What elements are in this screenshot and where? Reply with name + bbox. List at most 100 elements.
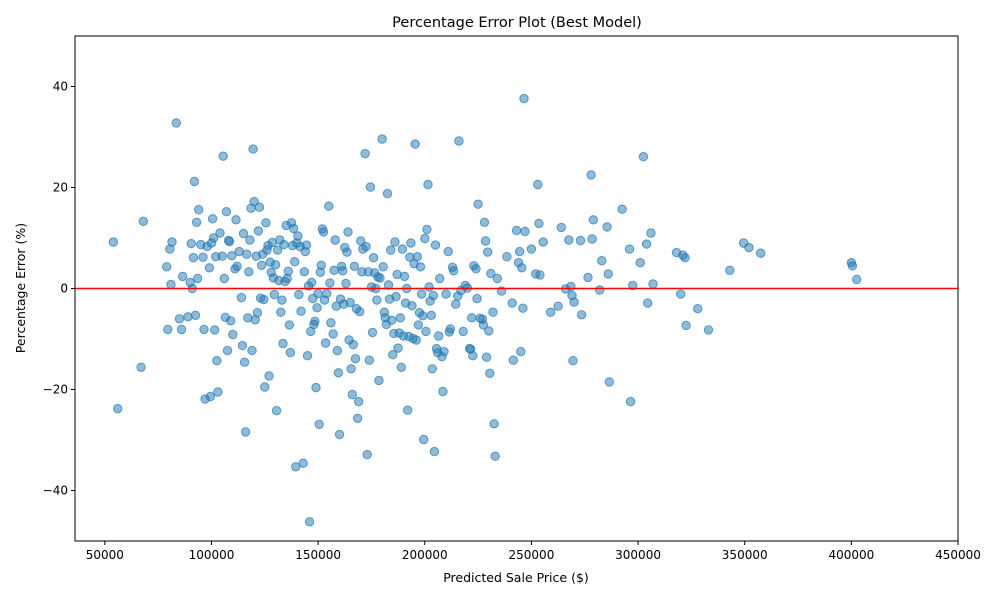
- data-point: [486, 268, 496, 279]
- data-point: [138, 216, 149, 227]
- data-point: [421, 326, 431, 337]
- data-point: [445, 324, 456, 334]
- data-point: [192, 273, 203, 284]
- data-point: [418, 311, 428, 321]
- data-point: [439, 346, 449, 357]
- data-point: [538, 237, 548, 247]
- data-point: [480, 236, 491, 246]
- data-point: [390, 237, 400, 247]
- data-point: [186, 238, 196, 249]
- data-point: [279, 239, 289, 250]
- data-point: [222, 345, 233, 356]
- data-point: [221, 207, 232, 217]
- data-point: [489, 419, 499, 429]
- data-point: [276, 307, 286, 317]
- data-point: [362, 449, 372, 460]
- data-point: [681, 320, 691, 331]
- data-point: [314, 419, 324, 429]
- data-point: [575, 235, 586, 246]
- data-point: [324, 201, 334, 211]
- data-point: [264, 371, 274, 381]
- data-point: [703, 325, 714, 335]
- data-point: [333, 368, 344, 378]
- data-point: [847, 261, 858, 271]
- data-point: [604, 377, 614, 387]
- data-point: [278, 338, 288, 349]
- data-point: [284, 320, 295, 330]
- y-tick-label: −20: [43, 383, 68, 397]
- data-point: [638, 152, 649, 162]
- data-point: [291, 462, 301, 472]
- data-point: [625, 396, 636, 407]
- data-point: [526, 244, 537, 254]
- data-point: [166, 279, 176, 290]
- data-point: [410, 139, 420, 149]
- data-point: [212, 356, 222, 366]
- data-point: [424, 282, 434, 292]
- data-point: [368, 253, 379, 263]
- x-tick-label: 350000: [722, 548, 768, 562]
- data-point: [680, 253, 690, 263]
- data-point: [228, 329, 238, 340]
- data-point: [312, 303, 322, 313]
- data-point: [588, 215, 598, 225]
- data-point: [406, 238, 416, 248]
- data-point: [360, 149, 370, 159]
- data-point: [508, 355, 518, 365]
- data-point: [113, 404, 123, 414]
- data-point: [397, 244, 408, 254]
- data-point: [260, 382, 270, 392]
- data-point: [569, 297, 579, 307]
- data-point: [586, 170, 596, 180]
- data-point: [311, 382, 321, 393]
- data-point: [316, 260, 326, 270]
- data-point: [254, 202, 265, 212]
- data-point: [236, 292, 247, 303]
- data-point: [372, 295, 382, 305]
- data-point: [423, 179, 433, 190]
- data-point: [641, 239, 652, 249]
- data-point: [399, 271, 410, 282]
- data-point: [256, 260, 267, 270]
- data-point: [646, 228, 656, 238]
- data-point: [167, 237, 177, 247]
- data-point: [518, 303, 528, 313]
- data-point: [388, 350, 398, 360]
- data-point: [294, 289, 304, 300]
- data-point: [261, 218, 271, 228]
- data-point: [483, 247, 493, 257]
- data-point: [516, 346, 526, 357]
- data-point: [285, 347, 296, 358]
- data-point: [391, 291, 401, 302]
- data-point: [416, 289, 427, 299]
- data-point: [576, 310, 587, 320]
- data-point: [533, 179, 543, 190]
- data-point: [624, 244, 635, 254]
- data-point: [326, 318, 336, 328]
- data-point: [517, 263, 527, 273]
- data-point: [270, 260, 281, 270]
- data-point: [252, 308, 263, 318]
- data-point: [412, 252, 422, 262]
- data-point: [277, 295, 287, 305]
- data-point: [171, 118, 182, 128]
- data-point: [411, 335, 421, 345]
- points-layer: [108, 93, 862, 527]
- y-axis-label: Percentage Error (%): [13, 223, 28, 353]
- data-point: [217, 251, 227, 261]
- data-point: [377, 134, 387, 144]
- x-tick-label: 300000: [615, 548, 661, 562]
- data-point: [490, 451, 500, 461]
- data-point: [205, 391, 216, 402]
- data-point: [603, 269, 613, 279]
- data-point: [298, 458, 308, 468]
- data-point: [422, 224, 432, 235]
- data-point: [473, 199, 483, 209]
- data-point: [238, 228, 249, 239]
- data-point: [244, 267, 254, 277]
- x-tick-label: 100000: [189, 548, 235, 562]
- data-point: [386, 245, 396, 255]
- data-point: [545, 307, 556, 317]
- data-point: [248, 144, 258, 154]
